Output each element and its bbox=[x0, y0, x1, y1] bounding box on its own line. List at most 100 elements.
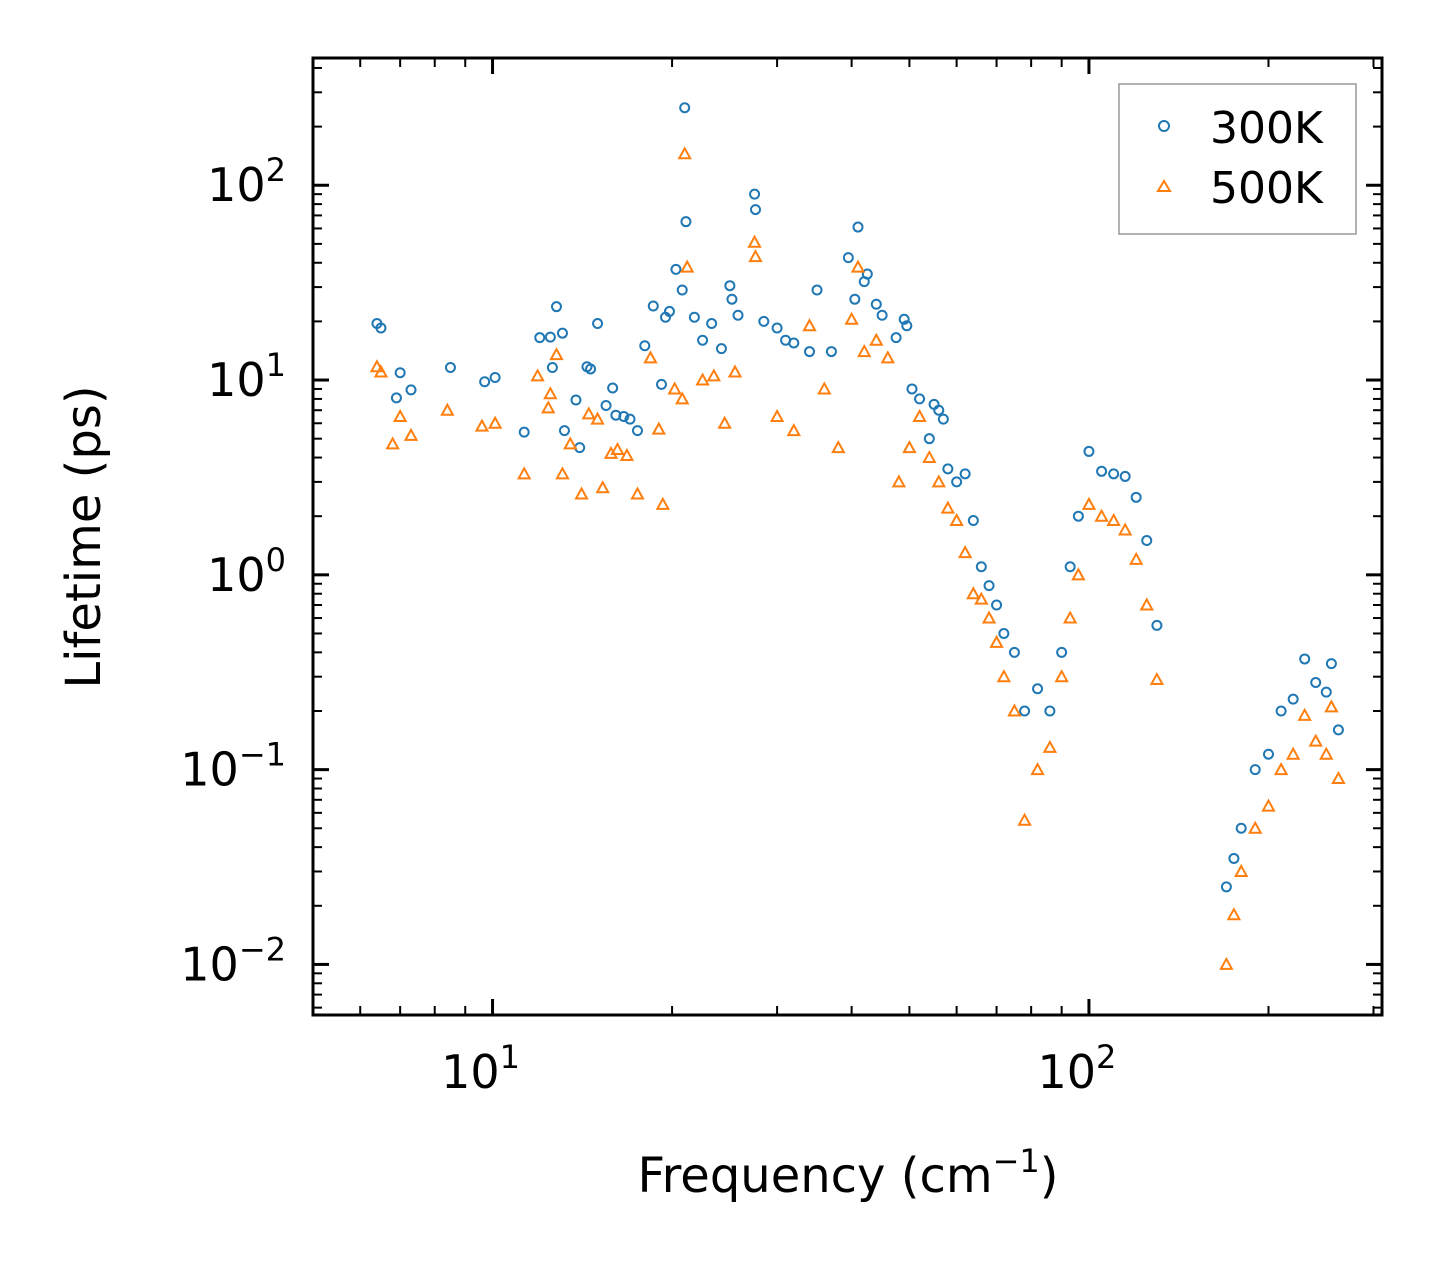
data-point-500K bbox=[1297, 707, 1312, 721]
data-point-300K bbox=[592, 318, 604, 330]
data-point-300K bbox=[607, 382, 619, 394]
data-point-500K bbox=[643, 350, 658, 364]
data-point-300K bbox=[811, 284, 823, 296]
data-point-300K bbox=[788, 337, 800, 349]
plot-frame bbox=[311, 56, 1384, 1017]
data-point-300K bbox=[631, 425, 643, 437]
data-point-300K bbox=[1151, 619, 1163, 631]
data-point-300K bbox=[697, 334, 709, 346]
data-point-500K bbox=[630, 486, 645, 500]
data-point-300K bbox=[951, 476, 963, 488]
data-point-300K bbox=[1220, 881, 1232, 893]
data-point-300K bbox=[749, 188, 761, 200]
tick-labels: 101 102 10−2 10−1 100 101 102 bbox=[180, 151, 1116, 1099]
data-point-500K bbox=[1042, 739, 1058, 753]
data-point-500K bbox=[1261, 798, 1276, 812]
data-point-500K bbox=[677, 146, 692, 160]
data-point-300K bbox=[825, 346, 837, 358]
data-point-300K bbox=[749, 204, 761, 216]
data-point-300K bbox=[983, 580, 995, 592]
data-point-300K bbox=[1019, 705, 1031, 717]
data-point-500K bbox=[1219, 956, 1234, 970]
data-point-300K bbox=[489, 372, 501, 384]
data-point-300K bbox=[624, 413, 636, 425]
y-tick-label: 102 bbox=[207, 151, 286, 212]
data-point-300K bbox=[1332, 724, 1344, 736]
data-point-300K bbox=[967, 515, 979, 527]
data-point-500K bbox=[1273, 762, 1289, 776]
data-point-300K bbox=[804, 346, 816, 358]
data-point-500K bbox=[385, 436, 400, 450]
data-point-500K bbox=[966, 586, 981, 600]
data-point-500K bbox=[1331, 770, 1346, 785]
data-point-500K bbox=[373, 364, 389, 378]
data-point-300K bbox=[876, 309, 888, 321]
data-point-300K bbox=[518, 426, 530, 438]
data-point-300K bbox=[1072, 510, 1084, 522]
data-point-300K bbox=[1064, 561, 1076, 573]
data-point-500K bbox=[1117, 522, 1133, 536]
data-point-300K bbox=[849, 293, 861, 305]
data-point-500K bbox=[595, 480, 610, 494]
x-tick-label: 102 bbox=[1037, 1038, 1116, 1099]
data-point-300K bbox=[444, 361, 456, 373]
data-point-500K bbox=[1017, 812, 1032, 826]
data-point-300K bbox=[375, 322, 387, 334]
data-point-300K bbox=[558, 425, 570, 437]
data-point-500K bbox=[487, 415, 503, 429]
data-point-300K bbox=[771, 322, 783, 334]
data-point-500K bbox=[530, 368, 545, 382]
data-point-300K bbox=[1262, 748, 1274, 760]
data-point-300K bbox=[861, 268, 873, 280]
data-point-300K bbox=[663, 305, 675, 317]
data-point-300K bbox=[898, 313, 910, 325]
data-point-500K bbox=[996, 669, 1012, 683]
data-point-300K bbox=[890, 332, 902, 344]
data-point-500K bbox=[957, 545, 973, 559]
data-point-500K bbox=[563, 436, 578, 450]
data-point-300K bbox=[1275, 705, 1287, 717]
legend-marker-500K bbox=[1156, 179, 1172, 192]
data-point-500K bbox=[817, 381, 832, 395]
y-tick-label: 100 bbox=[207, 541, 286, 602]
legend: 300K 500K bbox=[1118, 83, 1357, 235]
data-point-300K bbox=[715, 343, 727, 355]
data-point-500K bbox=[786, 423, 802, 437]
data-point-500K bbox=[989, 634, 1004, 648]
data-point-500K bbox=[912, 408, 927, 422]
data-point-500K bbox=[922, 449, 937, 464]
data-point-300K bbox=[870, 298, 882, 310]
data-point-500K bbox=[1233, 863, 1249, 877]
data-point-300K bbox=[479, 376, 491, 388]
data-point-300K bbox=[556, 327, 568, 339]
data-point-500K bbox=[603, 445, 619, 459]
legend-box bbox=[1118, 83, 1357, 235]
data-point-500K bbox=[869, 332, 884, 346]
data-point-500K bbox=[949, 512, 964, 527]
data-point-500K bbox=[981, 610, 997, 624]
data-point-500K bbox=[590, 411, 605, 425]
data-point-500K bbox=[1285, 746, 1301, 760]
data-point-300K bbox=[959, 468, 971, 480]
data-point-300K bbox=[405, 384, 417, 396]
data-point-300K bbox=[923, 433, 935, 445]
data-point-500K bbox=[1106, 512, 1121, 527]
data-point-300K bbox=[570, 394, 582, 406]
data-point-500K bbox=[679, 259, 695, 273]
data-point-300K bbox=[937, 413, 949, 425]
data-point-300K bbox=[585, 363, 597, 375]
data-point-300K bbox=[1310, 677, 1322, 689]
data-point-500K bbox=[902, 440, 917, 454]
data-point-300K bbox=[647, 300, 659, 312]
data-point-500K bbox=[747, 234, 762, 248]
data-point-500K bbox=[1248, 820, 1263, 834]
data-point-500K bbox=[931, 474, 946, 488]
data-point-300K bbox=[1056, 646, 1068, 658]
data-point-300K bbox=[1083, 445, 1095, 457]
data-point-500K bbox=[1128, 551, 1144, 565]
data-point-500K bbox=[655, 496, 671, 510]
data-point-300K bbox=[1287, 693, 1299, 705]
data-point-500K bbox=[1081, 496, 1097, 510]
legend-marker-300K bbox=[1158, 120, 1170, 132]
